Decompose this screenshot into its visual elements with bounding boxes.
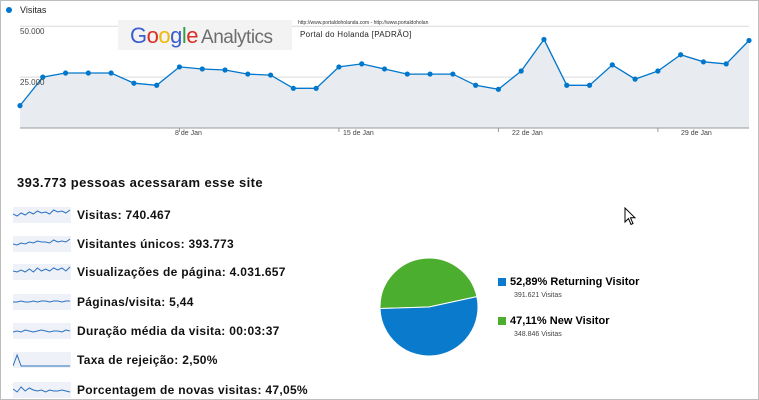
data-point[interactable] xyxy=(62,70,69,76)
data-point[interactable] xyxy=(199,66,205,72)
y-tick-label: 50.000 xyxy=(20,27,45,36)
logo-letter: g xyxy=(170,23,182,48)
data-point[interactable] xyxy=(541,36,547,43)
sparkline xyxy=(13,323,71,339)
data-point[interactable] xyxy=(85,70,91,76)
data-point[interactable] xyxy=(17,103,23,109)
returning-count: 391.621 Visitas xyxy=(514,292,562,299)
data-point[interactable] xyxy=(290,85,296,91)
data-point[interactable] xyxy=(404,71,410,77)
data-point[interactable] xyxy=(313,85,319,91)
data-point[interactable] xyxy=(245,71,251,77)
mouse-cursor-icon xyxy=(624,207,637,226)
data-point[interactable] xyxy=(40,74,46,80)
sparkline xyxy=(13,352,71,368)
data-point[interactable] xyxy=(723,61,729,67)
pie-slice-new[interactable] xyxy=(379,257,478,310)
metric-row[interactable]: Duração média da visita: 00:03:37 xyxy=(13,321,280,341)
logo-letter: e xyxy=(186,23,199,48)
metric-row[interactable]: Visitantes únicos: 393.773 xyxy=(13,234,234,254)
logo-letter: o xyxy=(158,23,171,48)
data-point[interactable] xyxy=(746,37,752,44)
data-point[interactable] xyxy=(131,80,137,86)
metric-label: Duração média da visita: 00:03:37 xyxy=(77,324,280,338)
data-point[interactable] xyxy=(518,68,524,74)
site-url: http://www.portaldoholanda.com - http://… xyxy=(298,20,429,26)
logo-analytics-word: Analytics xyxy=(201,27,273,48)
data-point[interactable] xyxy=(336,64,342,70)
new-label: New Visitor xyxy=(549,315,610,327)
new-count: 348.846 Visitas xyxy=(514,331,562,338)
new-swatch xyxy=(498,317,506,325)
x-tick-label: 15 de Jan xyxy=(343,130,374,137)
metric-row[interactable]: Porcentagem de novas visitas: 47,05% xyxy=(13,380,308,400)
sparkline xyxy=(13,236,71,252)
data-point[interactable] xyxy=(473,82,479,88)
data-point[interactable] xyxy=(154,82,160,88)
chart-legend: Visitas xyxy=(6,5,46,15)
logo-google-word: Google xyxy=(130,23,199,48)
data-point[interactable] xyxy=(678,52,684,58)
legend-label: Visitas xyxy=(20,5,47,15)
metric-row[interactable]: Taxa de rejeição: 2,50% xyxy=(13,350,218,370)
metric-row[interactable]: Visitas: 740.467 xyxy=(13,205,171,225)
summary-headline: 393.773 pessoas acessaram esse site xyxy=(17,175,264,190)
data-point[interactable] xyxy=(267,72,274,78)
data-point[interactable] xyxy=(450,71,456,77)
y-tick-label: 25.000 xyxy=(20,78,45,87)
logo-letter: l xyxy=(181,23,187,48)
visitor-pie-chart xyxy=(379,257,479,357)
data-point[interactable] xyxy=(586,82,593,88)
data-point[interactable] xyxy=(381,66,388,72)
data-point[interactable] xyxy=(700,59,707,65)
pie-slice-returning[interactable] xyxy=(379,296,479,357)
visits-chart xyxy=(17,25,752,132)
pie-legend-new: 47,11% New Visitor 348.846 Visitas xyxy=(498,315,609,338)
returning-pct: 52,89% xyxy=(510,276,548,288)
profile-name: Portal do Holanda [PADRÃO] xyxy=(300,30,412,39)
sparkline xyxy=(13,382,71,398)
metric-label: Porcentagem de novas visitas: 47,05% xyxy=(77,383,308,397)
data-point[interactable] xyxy=(655,68,661,74)
data-point[interactable] xyxy=(564,82,570,88)
sparkline xyxy=(13,264,71,280)
data-point[interactable] xyxy=(609,62,615,68)
metric-label: Taxa de rejeição: 2,50% xyxy=(77,353,218,367)
new-pct: 47,11% xyxy=(510,315,547,327)
series-dot-icon xyxy=(6,7,12,13)
x-tick-label: 29 de Jan xyxy=(681,130,712,137)
metric-label: Visitantes únicos: 393.773 xyxy=(77,237,234,251)
data-point[interactable] xyxy=(359,61,365,67)
data-point[interactable] xyxy=(632,76,638,82)
returning-label: Returning Visitor xyxy=(550,276,640,288)
pie-legend-returning: 52,89% Returning Visitor 391.621 Visitas xyxy=(498,276,639,299)
metric-label: Visitas: 740.467 xyxy=(77,208,171,222)
returning-swatch xyxy=(498,278,506,286)
sparkline xyxy=(13,294,71,310)
data-point[interactable] xyxy=(176,64,183,70)
logo-letter: G xyxy=(130,23,147,48)
visits-area xyxy=(20,39,749,128)
data-point[interactable] xyxy=(495,86,502,92)
data-point[interactable] xyxy=(222,67,228,73)
x-tick-label: 8 de Jan xyxy=(175,130,202,137)
metric-row[interactable]: Páginas/visita: 5,44 xyxy=(13,292,194,312)
metric-label: Páginas/visita: 5,44 xyxy=(77,295,194,309)
logo-letter: o xyxy=(146,23,159,48)
metric-label: Visualizações de página: 4.031.657 xyxy=(77,265,286,279)
data-point[interactable] xyxy=(108,70,114,76)
google-analytics-logo: Google Analytics xyxy=(118,20,292,50)
sparkline xyxy=(13,207,71,223)
metric-row[interactable]: Visualizações de página: 4.031.657 xyxy=(13,262,286,282)
x-tick-label: 22 de Jan xyxy=(512,130,543,137)
data-point[interactable] xyxy=(427,71,433,77)
